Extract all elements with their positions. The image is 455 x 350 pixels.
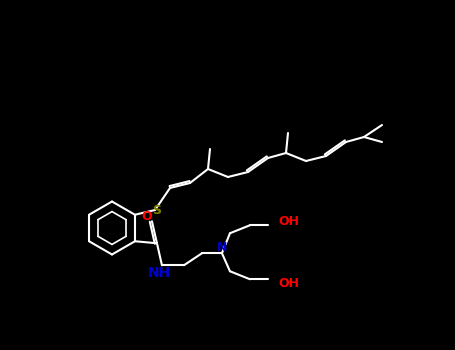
- Text: OH: OH: [278, 215, 299, 228]
- Text: OH: OH: [278, 277, 299, 290]
- Text: N: N: [217, 241, 227, 254]
- Text: S: S: [152, 203, 162, 217]
- Text: O: O: [142, 210, 152, 223]
- Text: NH: NH: [147, 266, 171, 280]
